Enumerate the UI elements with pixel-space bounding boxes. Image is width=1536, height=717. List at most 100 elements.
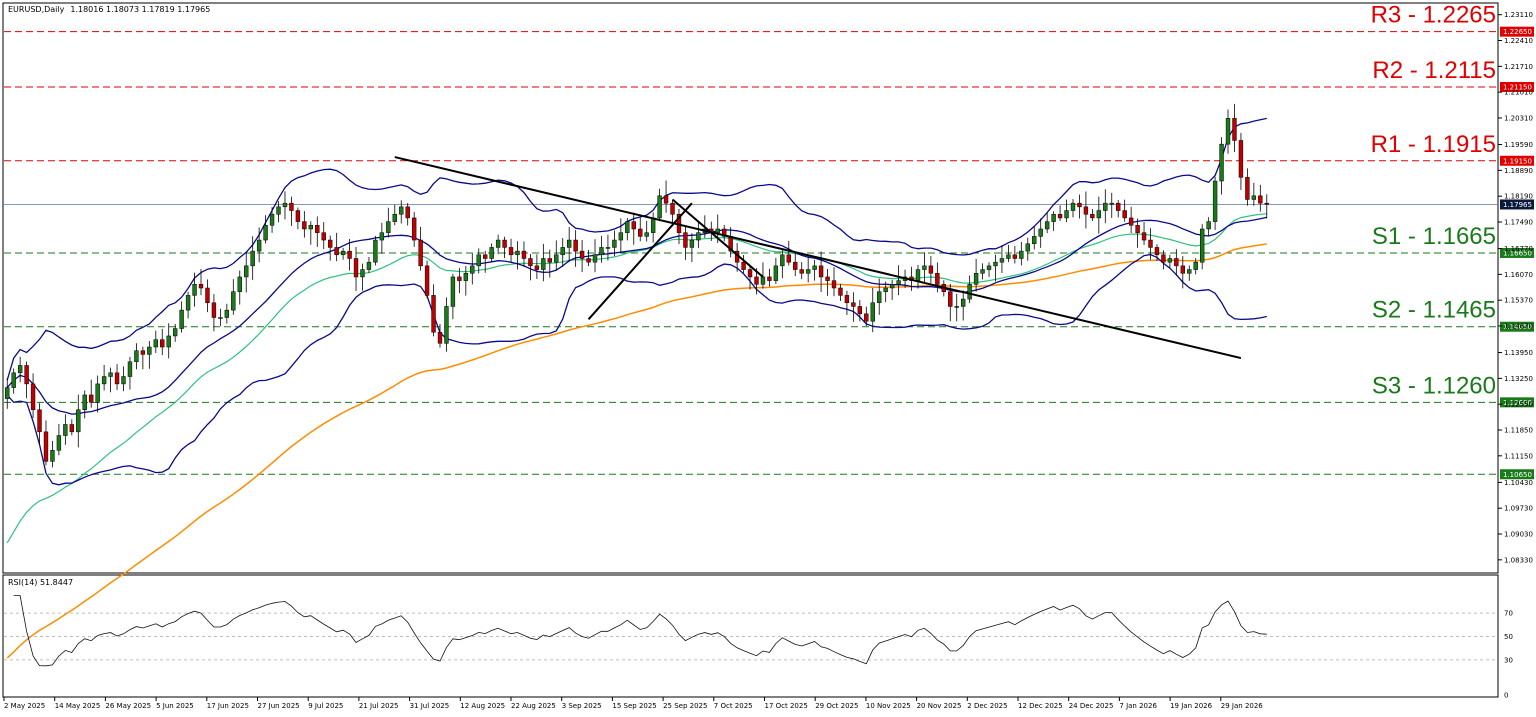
candle-body [870, 302, 875, 322]
candle-body [127, 361, 133, 377]
candle-body [89, 394, 94, 403]
price-tick-label: 1.13950 [1504, 349, 1533, 357]
candle-body [534, 265, 540, 270]
candle-body [1070, 202, 1076, 211]
candle-body [793, 261, 798, 270]
candle-body [954, 306, 959, 308]
candle-body [1135, 225, 1140, 233]
candle-body [528, 258, 533, 267]
candle-body [5, 387, 10, 399]
candle-body [560, 247, 565, 256]
price-tick-label: 1.15370 [1504, 297, 1533, 305]
level-price-tag-label: 1.22650 [1503, 28, 1532, 36]
candle-body [218, 317, 223, 319]
time-tick-label: 24 Dec 2025 [1069, 702, 1114, 710]
price-tick-label: 1.18890 [1504, 167, 1533, 175]
candle-body [554, 254, 559, 263]
candle-body [1174, 258, 1179, 267]
level-price-tag-label: 1.10650 [1503, 471, 1532, 479]
price-tick-label: 1.13250 [1504, 375, 1533, 383]
rsi-tick-label: 30 [1504, 656, 1513, 664]
candle-body [185, 295, 191, 311]
level-price-tag [1500, 469, 1534, 480]
time-tick-label: 17 Oct 2025 [765, 702, 808, 710]
candle-body [521, 250, 527, 259]
time-tick-label: 5 Jun 2025 [156, 702, 194, 710]
candle-body [689, 239, 695, 248]
candle-body [211, 302, 217, 318]
candle-body [1193, 261, 1198, 270]
candle-body [1258, 195, 1263, 204]
candle-body [282, 202, 288, 208]
price-tick-label: 1.16770 [1504, 245, 1533, 253]
candle-body [1154, 247, 1160, 256]
candle-body [683, 232, 688, 248]
candle-body [1032, 236, 1037, 244]
candle-body [244, 265, 249, 278]
candle-body [457, 276, 462, 281]
candle-body [767, 276, 772, 281]
level-price-tag [1500, 321, 1534, 332]
candle-body [250, 250, 255, 267]
candle-body [928, 265, 934, 274]
candle-body [799, 269, 804, 274]
candle-body [1251, 195, 1257, 200]
time-tick-label: 26 May 2025 [105, 702, 151, 710]
bollinger-lower-band [6, 253, 1267, 486]
candle-body [450, 276, 456, 307]
candle-body [747, 269, 753, 278]
candle-body [1225, 118, 1231, 145]
candle-body [967, 284, 972, 300]
rsi-pane-frame [2, 574, 1499, 698]
candle-body [999, 258, 1005, 263]
candle-body [502, 239, 507, 248]
candle-body [1148, 239, 1153, 248]
bollinger-bands-layer [6, 117, 1267, 486]
candle-body [644, 232, 649, 237]
price-tick-label: 1.20310 [1504, 114, 1533, 122]
time-tick-label: 2 May 2025 [4, 702, 45, 710]
candle-body [825, 276, 830, 281]
candle-body [224, 309, 230, 318]
candle-body [579, 250, 585, 259]
candle-body [1038, 228, 1043, 237]
time-tick-label: 3 Sep 2025 [562, 702, 602, 710]
price-tick-label: 1.10430 [1504, 479, 1533, 487]
time-tick-label: 12 Dec 2025 [1018, 702, 1063, 710]
candle-body [495, 239, 501, 248]
candle-body [166, 335, 171, 348]
candle-body [805, 269, 811, 274]
candle-body [360, 269, 365, 278]
current-price-tag [1500, 199, 1534, 210]
candle-body [1212, 180, 1218, 222]
candle-body [566, 239, 572, 248]
time-tick-label: 12 Aug 2025 [460, 702, 505, 710]
candle-body [1232, 118, 1237, 141]
candle-body [483, 254, 488, 259]
level-label: R3 - 1.2265 [1371, 2, 1496, 29]
time-tick-label: 15 Sep 2025 [612, 702, 656, 710]
candle-body [657, 195, 662, 219]
price-tick-label: 1.21710 [1504, 63, 1533, 71]
price-tick-label: 1.17490 [1504, 218, 1533, 226]
trendline [587, 202, 693, 321]
level-price-tag [1500, 155, 1534, 166]
candle-body [1012, 254, 1018, 259]
level-label: R2 - 1.2115 [1372, 57, 1496, 84]
candle-body [722, 228, 727, 237]
candle-body [883, 287, 888, 292]
candle-body [17, 365, 23, 374]
candle-body [650, 217, 656, 233]
time-tick-label: 21 Jul 2025 [359, 702, 399, 710]
candle-body [760, 276, 766, 285]
candle-body [37, 409, 42, 433]
rsi-label: RSI(14) 51.8447 [8, 578, 73, 587]
candle-body [889, 284, 895, 289]
candle-body [831, 280, 837, 289]
candle-body [663, 195, 669, 204]
candle-body [1077, 202, 1082, 208]
candle-body [915, 269, 921, 281]
candle-body [82, 394, 87, 410]
candle-body [373, 239, 378, 263]
candle-body [638, 228, 643, 237]
